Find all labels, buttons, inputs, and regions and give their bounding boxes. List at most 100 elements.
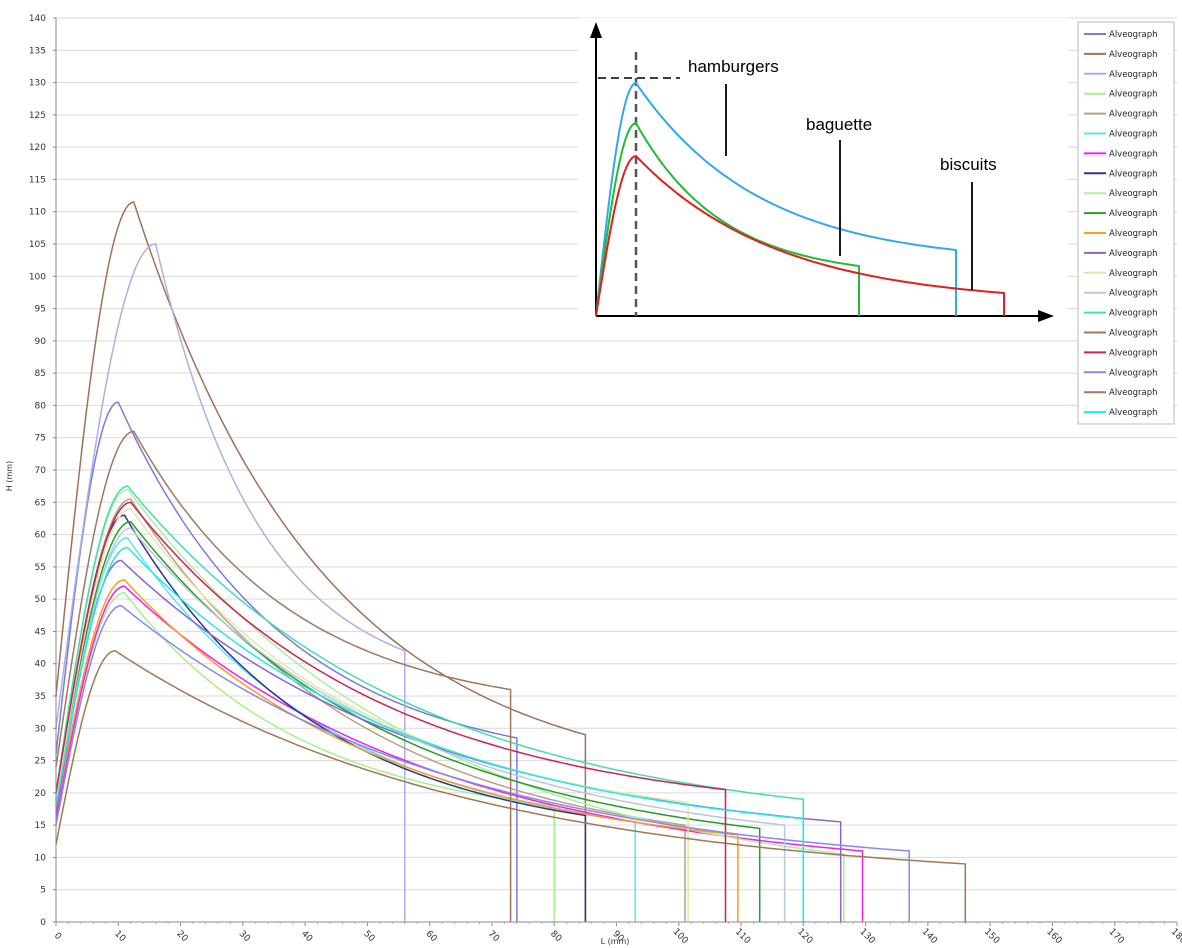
series-line-10 bbox=[55, 520, 761, 922]
series-line-16 bbox=[55, 650, 967, 922]
legend-entry: Alveograph bbox=[1109, 408, 1158, 418]
y-tick-label: 90 bbox=[35, 337, 47, 347]
series-line-12 bbox=[55, 559, 842, 922]
x-tick-label: 80 bbox=[548, 929, 563, 944]
series-line-15 bbox=[55, 485, 805, 922]
series-line-7 bbox=[55, 585, 864, 922]
inset-label-hamburgers: hamburgers bbox=[688, 57, 779, 76]
x-tick-label: 0 bbox=[52, 931, 63, 942]
y-tick-label: 95 bbox=[35, 305, 46, 315]
legend-box bbox=[1077, 21, 1175, 425]
x-axis-label: L (mm) bbox=[601, 937, 630, 946]
series-line-19 bbox=[55, 430, 512, 922]
x-tick-label: 120 bbox=[795, 927, 814, 946]
series-line-5 bbox=[55, 498, 686, 922]
y-tick-label: 50 bbox=[35, 595, 47, 605]
axes bbox=[53, 17, 1178, 926]
y-tick-label: 115 bbox=[29, 175, 46, 185]
y-tick-label: 85 bbox=[35, 369, 46, 379]
y-tick-label: 55 bbox=[35, 563, 46, 573]
legend-entry: Alveograph bbox=[1109, 70, 1158, 80]
legend-entry: Alveograph bbox=[1109, 209, 1158, 219]
series-line-3 bbox=[55, 243, 406, 922]
inset-curve-1 bbox=[595, 81, 957, 317]
legend-entry: Alveograph bbox=[1109, 329, 1158, 339]
y-tick-label: 30 bbox=[35, 724, 47, 734]
y-tick-label: 80 bbox=[35, 401, 47, 411]
y-tick-labels: 0 5 10 15 20 25 30 35 40 45 50 55 60 65 70 75 80 85 90 95 10… bbox=[29, 14, 46, 928]
y-tick-label: 20 bbox=[35, 789, 47, 799]
x-tick-label: 140 bbox=[920, 927, 939, 946]
legend-entry: Alveograph bbox=[1109, 309, 1158, 319]
y-tick-label: 40 bbox=[35, 660, 47, 670]
legend-entry: Alveograph bbox=[1109, 229, 1158, 239]
legend-entry: Alveograph bbox=[1109, 189, 1158, 199]
x-tick-label: 130 bbox=[857, 927, 876, 946]
y-tick-label: 140 bbox=[29, 14, 46, 24]
y-tick-label: 75 bbox=[35, 434, 46, 444]
y-tick-label: 65 bbox=[35, 498, 46, 508]
y-tick-label: 125 bbox=[29, 111, 46, 121]
series-line-17 bbox=[55, 501, 727, 922]
inset-x-arrow bbox=[1038, 310, 1054, 322]
legend-entry: Alveograph bbox=[1109, 269, 1158, 279]
inset-background bbox=[578, 18, 1068, 326]
legend-entry: Alveograph bbox=[1109, 368, 1158, 378]
inset-diagram: hamburgers baguette biscuits bbox=[578, 18, 1068, 326]
y-tick-label: 110 bbox=[29, 208, 46, 218]
series-line-4 bbox=[55, 591, 555, 922]
x-tick-label: 110 bbox=[733, 927, 752, 946]
x-tick-label: 160 bbox=[1044, 927, 1063, 946]
x-tick-label: 150 bbox=[982, 927, 1001, 946]
y-tick-label: 35 bbox=[35, 692, 46, 702]
series-line-2 bbox=[55, 201, 587, 922]
legend: Alveograph Alveograph Alveograph Alveograph… bbox=[1077, 21, 1175, 425]
x-tick-label: 40 bbox=[299, 929, 314, 944]
series-line-11 bbox=[55, 579, 739, 922]
y-tick-label: 10 bbox=[35, 853, 47, 863]
x-tick-label: 10 bbox=[112, 929, 127, 944]
legend-entry: Alveograph bbox=[1109, 50, 1158, 60]
x-tick-label: 30 bbox=[237, 929, 252, 944]
legend-entry: Alveograph bbox=[1109, 388, 1158, 398]
x-tick-label: 50 bbox=[361, 929, 376, 944]
x-tick-label: 170 bbox=[1107, 927, 1126, 946]
series-line-6 bbox=[55, 536, 636, 922]
y-tick-label: 45 bbox=[35, 627, 46, 637]
y-tick-label: 60 bbox=[35, 531, 47, 541]
series-line-14 bbox=[55, 527, 786, 922]
x-tick-label: 60 bbox=[423, 929, 438, 944]
inset-y-arrow bbox=[590, 22, 602, 38]
x-tick-label: 100 bbox=[671, 927, 690, 946]
legend-entry: Alveograph bbox=[1109, 348, 1158, 358]
legend-entry: Alveograph bbox=[1109, 169, 1158, 179]
inset-label-biscuits: biscuits bbox=[940, 155, 997, 174]
y-tick-label: 135 bbox=[29, 46, 46, 56]
inset-label-baguette: baguette bbox=[806, 115, 872, 134]
series-lines bbox=[55, 201, 967, 922]
x-tick-label: 70 bbox=[486, 929, 501, 944]
series-line-1 bbox=[55, 401, 518, 922]
y-axis-label: H (mm) bbox=[5, 461, 14, 491]
x-tick-label: 20 bbox=[174, 929, 189, 944]
inset-curve-3 bbox=[595, 154, 1005, 317]
legend-entry: Alveograph bbox=[1109, 110, 1158, 120]
series-line-20 bbox=[55, 546, 805, 922]
inset-curve-2 bbox=[595, 121, 860, 317]
legend-entry: Alveograph bbox=[1109, 90, 1158, 100]
series-line-18 bbox=[55, 604, 910, 922]
y-tick-label: 100 bbox=[29, 272, 46, 282]
y-tick-label: 105 bbox=[29, 240, 46, 250]
legend-entry: Alveograph bbox=[1109, 289, 1158, 299]
y-tick-label: 0 bbox=[40, 918, 46, 928]
legend-entry: Alveograph bbox=[1109, 30, 1158, 40]
legend-entry: Alveograph bbox=[1109, 249, 1158, 259]
y-tick-label: 5 bbox=[40, 886, 46, 896]
legend-entry: Alveograph bbox=[1109, 130, 1158, 140]
y-tick-label: 130 bbox=[29, 79, 46, 89]
x-tick-label: 180 bbox=[1169, 927, 1182, 946]
y-tick-label: 120 bbox=[29, 143, 46, 153]
legend-entry: Alveograph bbox=[1109, 149, 1158, 159]
y-tick-label: 25 bbox=[35, 757, 46, 767]
